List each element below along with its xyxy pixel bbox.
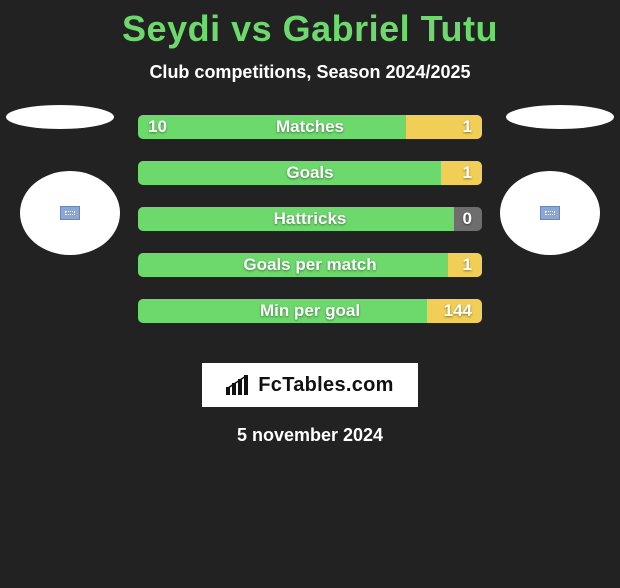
stat-left-segment xyxy=(138,161,441,185)
stat-right-segment: 144 xyxy=(427,299,482,323)
flag-icon xyxy=(540,206,560,220)
flag-icon xyxy=(60,206,80,220)
stat-row: 144Min per goal xyxy=(138,299,482,323)
stat-right-segment: 0 xyxy=(454,207,482,231)
stat-row: 0Hattricks xyxy=(138,207,482,231)
player-right-marker xyxy=(506,105,614,129)
stat-left-segment xyxy=(138,299,427,323)
stat-right-value: 1 xyxy=(463,117,472,137)
stat-bars: 101Matches1Goals0Hattricks1Goals per mat… xyxy=(138,115,482,345)
bar-chart-icon xyxy=(226,375,252,395)
stat-row: 1Goals per match xyxy=(138,253,482,277)
brand-text: FcTables.com xyxy=(258,374,394,397)
page-title: Seydi vs Gabriel Tutu xyxy=(0,8,620,50)
stat-right-value: 0 xyxy=(463,209,472,229)
page-subtitle: Club competitions, Season 2024/2025 xyxy=(0,62,620,83)
stat-right-value: 1 xyxy=(463,255,472,275)
stat-left-value: 10 xyxy=(148,117,167,137)
player-left-avatar xyxy=(20,171,120,255)
brand-badge: FcTables.com xyxy=(202,363,418,407)
comparison-chart: 101Matches1Goals0Hattricks1Goals per mat… xyxy=(0,115,620,345)
stat-right-segment: 1 xyxy=(441,161,482,185)
stat-left-segment: 10 xyxy=(138,115,406,139)
snapshot-date: 5 november 2024 xyxy=(0,425,620,446)
stat-row: 1Goals xyxy=(138,161,482,185)
player-left-marker xyxy=(6,105,114,129)
stat-left-segment xyxy=(138,207,454,231)
stat-right-segment: 1 xyxy=(406,115,482,139)
stat-right-value: 144 xyxy=(444,301,472,321)
stat-row: 101Matches xyxy=(138,115,482,139)
stat-left-segment xyxy=(138,253,448,277)
stat-right-value: 1 xyxy=(463,163,472,183)
player-right-avatar xyxy=(500,171,600,255)
stat-right-segment: 1 xyxy=(448,253,482,277)
